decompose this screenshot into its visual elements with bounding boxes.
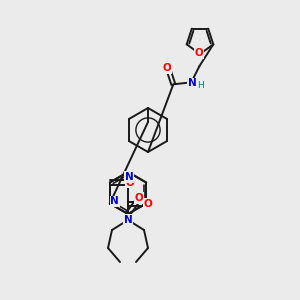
Text: O: O bbox=[195, 48, 203, 58]
Text: O: O bbox=[163, 63, 172, 73]
Text: O: O bbox=[144, 199, 152, 209]
Text: N: N bbox=[124, 215, 132, 225]
Text: H: H bbox=[197, 81, 204, 90]
Text: O: O bbox=[125, 178, 134, 188]
Text: N: N bbox=[110, 196, 119, 206]
Text: O: O bbox=[135, 193, 143, 203]
Text: N: N bbox=[188, 78, 197, 88]
Text: N: N bbox=[124, 172, 134, 182]
